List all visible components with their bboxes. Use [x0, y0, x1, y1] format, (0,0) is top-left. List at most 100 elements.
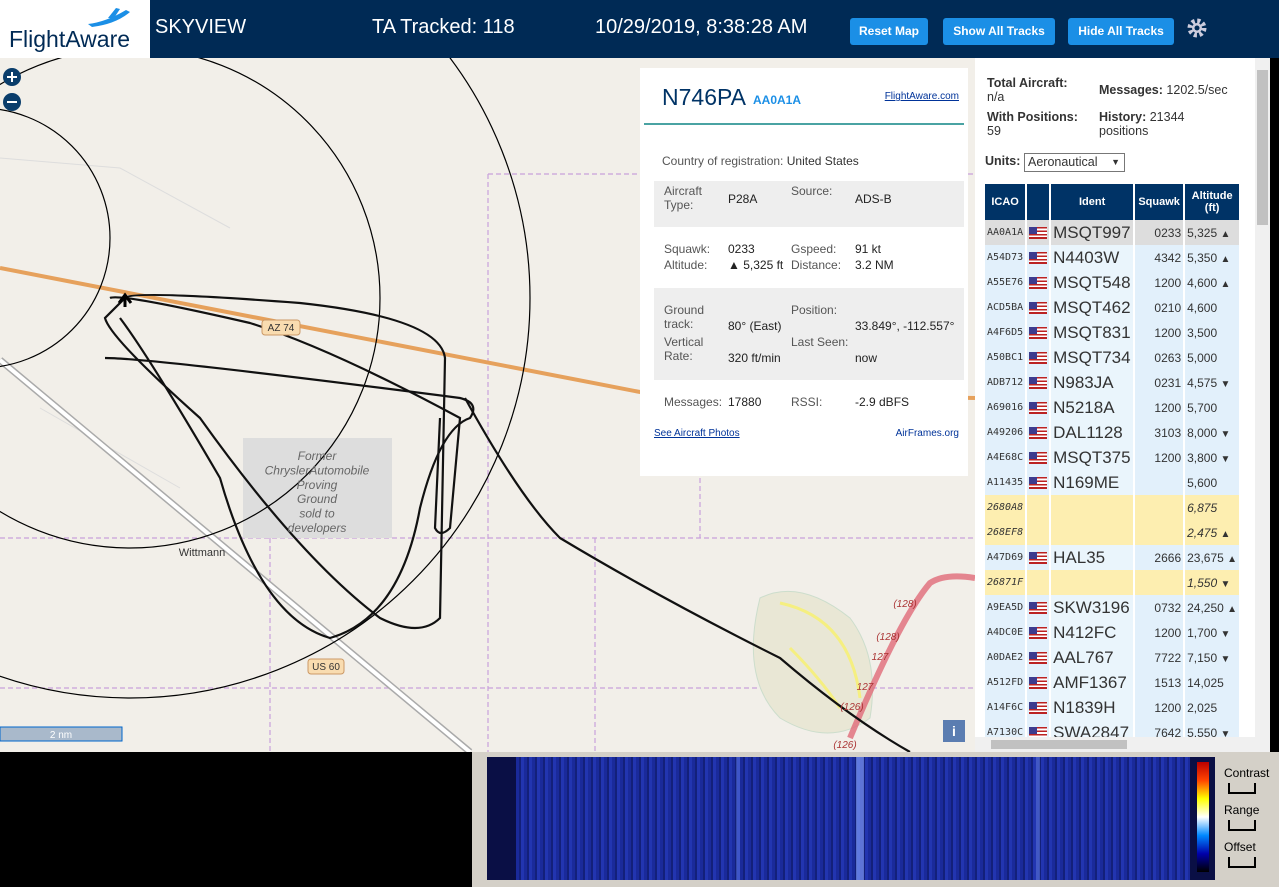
squawk-cell: 2666: [1135, 545, 1184, 570]
altitude-cell: 4,575 ▼: [1185, 370, 1240, 395]
flag: [1029, 601, 1048, 614]
squawk-cell: 0210: [1135, 295, 1184, 320]
area-label: Proving: [297, 478, 338, 492]
spectrogram-image: [516, 757, 1190, 880]
aircraft-row[interactable]: A0DAE2 AAL767 7722 7,150 ▼: [985, 645, 1240, 670]
slider[interactable]: [1228, 783, 1256, 794]
icao-cell: A4DC0E: [985, 620, 1026, 645]
icao-cell: A49206: [985, 420, 1026, 445]
hide-tracks-button[interactable]: Hide All Tracks: [1068, 18, 1174, 45]
flag-cell: [1027, 470, 1050, 495]
trend: ▼: [1220, 453, 1231, 465]
aircraft-row[interactable]: A14F6C N1839H 1200 2,025: [985, 695, 1240, 720]
aircraft-row[interactable]: 2680A8 6,875: [985, 495, 1240, 520]
flightaware-link[interactable]: FlightAware.com: [884, 91, 959, 102]
icao-cell: A4F6D5: [985, 320, 1026, 345]
altitude-cell: 3,800 ▼: [1185, 445, 1240, 470]
area-label: sold to: [299, 507, 335, 521]
flag-cell: [1027, 620, 1050, 645]
aircraft-row[interactable]: A55E76 MSQT548 1200 4,600 ▲: [985, 270, 1240, 295]
units-label: Units:: [985, 154, 1021, 168]
section: [654, 288, 964, 380]
info-button[interactable]: [943, 720, 965, 742]
field-value: P28A: [728, 192, 758, 206]
route-label: (128): [876, 632, 899, 643]
settings-icon[interactable]: [1186, 17, 1208, 39]
value: 1202.5/sec: [1166, 83, 1228, 97]
spectrum-panel: Contrast Range Offset: [472, 752, 1279, 887]
field-label: Messages:: [664, 395, 723, 409]
column-header: Altitude (ft): [1185, 184, 1240, 220]
airframes-link[interactable]: AirFrames.org: [895, 428, 959, 439]
altitude-cell: 5,350 ▲: [1185, 245, 1240, 270]
v-scrollbar[interactable]: [1255, 58, 1270, 752]
aircraft-row[interactable]: A4E68C MSQT375 1200 3,800 ▼: [985, 445, 1240, 470]
aircraft-row[interactable]: 268EF8 2,475 ▲: [985, 520, 1240, 545]
icao-cell: A55E76: [985, 270, 1026, 295]
area-label: Former: [298, 449, 338, 463]
flag: [1029, 251, 1048, 264]
side-panel: Total Aircraft: n/a Messages: 1202.5/sec …: [975, 58, 1270, 752]
squawk-cell: [1135, 570, 1184, 595]
ident-cell: MSQT462: [1051, 295, 1134, 320]
altitude: 5,550: [1187, 725, 1218, 740]
aircraft-row[interactable]: ADB712 N983JA 0231 4,575 ▼: [985, 370, 1240, 395]
aircraft-row[interactable]: 26871F 1,550 ▼: [985, 570, 1240, 595]
aircraft-row[interactable]: A69016 N5218A 1200 5,700: [985, 395, 1240, 420]
aircraft-row[interactable]: A50BC1 MSQT734 0263 5,000: [985, 345, 1240, 370]
slider[interactable]: [1228, 857, 1256, 868]
altitude-cell: 3,500: [1185, 320, 1240, 345]
icao-cell: A54D73: [985, 245, 1026, 270]
header: FlightAware SKYVIEW TA Tracked: 118 10/2…: [0, 0, 1279, 58]
aircraft-row[interactable]: A4F6D5 MSQT831 1200 3,500: [985, 320, 1240, 345]
reset-map-button[interactable]: Reset Map: [850, 18, 928, 45]
aircraft-row[interactable]: AA0A1A MSQT997 0233 5,325 ▲: [985, 220, 1240, 245]
flag: [1029, 551, 1048, 564]
stat: Total Aircraft: n/a: [987, 76, 1097, 104]
trend: ▼: [1220, 378, 1231, 390]
aircraft-row[interactable]: ACD5BA MSQT462 0210 4,600: [985, 295, 1240, 320]
field-label: Source:: [791, 184, 833, 198]
show-tracks-button[interactable]: Show All Tracks: [943, 18, 1055, 45]
icao-cell: 2680A8: [985, 495, 1026, 520]
area-label: developers: [288, 521, 347, 535]
altitude-cell: 4,600: [1185, 295, 1240, 320]
icao-cell: A4E68C: [985, 445, 1026, 470]
altitude: 7,150: [1187, 650, 1218, 665]
altitude-cell: 5,325 ▲: [1185, 220, 1240, 245]
aircraft-row[interactable]: A9EA5D SKW3196 0732 24,250 ▲: [985, 595, 1240, 620]
aircraft-row[interactable]: A11435 N169ME 5,600: [985, 470, 1240, 495]
flag: [1029, 426, 1048, 439]
flag: [1029, 376, 1048, 389]
altitude-cell: 14,025: [1185, 670, 1240, 695]
altitude: 3,500: [1187, 325, 1218, 340]
squawk-cell: 0233: [1135, 220, 1184, 245]
aircraft-row[interactable]: A512FD AMF1367 1513 14,025: [985, 670, 1240, 695]
ident-cell: MSQT831: [1051, 320, 1134, 345]
ident-cell: MSQT734: [1051, 345, 1134, 370]
flag: [1029, 226, 1048, 239]
squawk-cell: [1135, 495, 1184, 520]
aircraft-popup: N746PA AA0A1A FlightAware.com Country of…: [640, 68, 968, 476]
field-label: Aircraft Type:: [664, 184, 703, 212]
flag-cell: [1027, 570, 1050, 595]
ident-cell: N169ME: [1051, 470, 1134, 495]
value: Aeronautical: [1028, 155, 1098, 169]
flag: [1029, 351, 1048, 364]
callsign: N746PA: [662, 84, 746, 110]
altitude: 8,000: [1187, 425, 1218, 440]
units-select[interactable]: Aeronautical ▼: [1024, 153, 1125, 172]
altitude-cell: 7,150 ▼: [1185, 645, 1240, 670]
route-label: (126): [833, 740, 856, 751]
aircraft-row[interactable]: A47D69 HAL35 2666 23,675 ▲: [985, 545, 1240, 570]
column-header: Ident: [1051, 184, 1134, 220]
aircraft-row[interactable]: A4DC0E N412FC 1200 1,700 ▼: [985, 620, 1240, 645]
aircraft-row[interactable]: A54D73 N4403W 4342 5,350 ▲: [985, 245, 1240, 270]
aircraft-row[interactable]: A49206 DAL1128 3103 8,000 ▼: [985, 420, 1240, 445]
field-label: Squawk:: [664, 242, 711, 256]
h-scrollbar[interactable]: [975, 737, 1255, 752]
squawk-cell: 1200: [1135, 620, 1184, 645]
slider[interactable]: [1228, 820, 1256, 831]
photos-link[interactable]: See Aircraft Photos: [654, 428, 740, 439]
